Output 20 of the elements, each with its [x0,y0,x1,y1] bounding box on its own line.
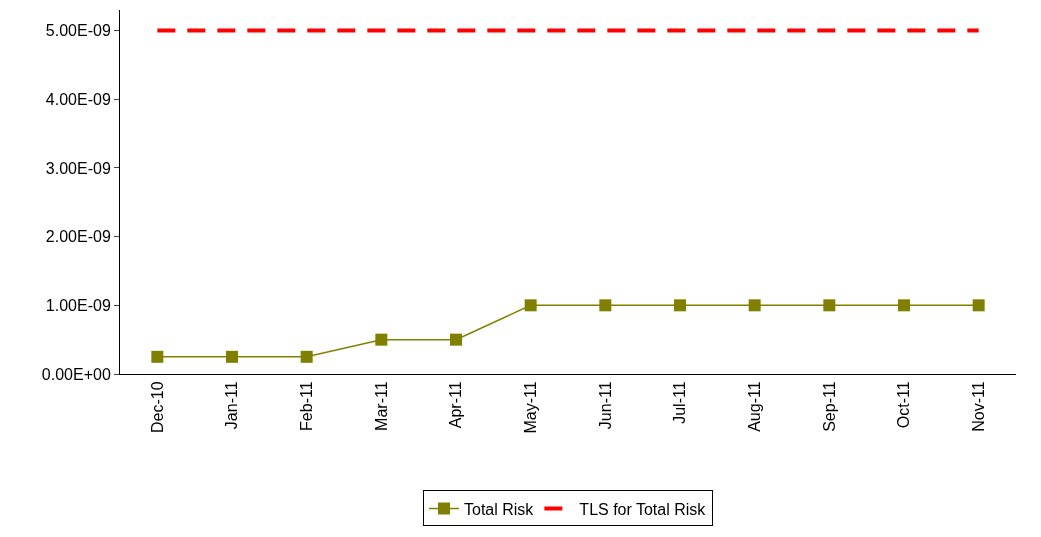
x-tick-label: Oct-11 [895,381,913,429]
y-tick-label: 5.00E-09 [45,22,111,40]
x-tick-label: Jun-11 [596,381,614,430]
y-tick-label: 4.00E-09 [45,90,111,108]
y-tick-label: 0.00E+00 [41,365,111,383]
x-tick-label: Aug-11 [745,381,763,432]
x-tick-label: Feb-11 [297,381,315,431]
x-tick-label: Dec-10 [148,381,166,433]
x-tick-label: Nov-11 [969,381,987,432]
x-tick-label: Apr-11 [447,381,465,429]
y-tick-label: 2.00E-09 [45,228,111,246]
x-tick-label: Sep-11 [820,381,838,432]
x-tick-label: Jul-11 [671,381,689,424]
y-tick-label: 3.00E-09 [45,159,111,177]
legend-label: Total Risk [464,500,535,518]
x-tick-label: Mar-11 [372,381,390,431]
x-tick-label: Jan-11 [223,381,241,430]
legend-label: TLS for Total Risk [579,500,707,518]
x-tick-label: May-11 [521,381,539,434]
y-tick-label: 1.00E-09 [45,296,111,314]
